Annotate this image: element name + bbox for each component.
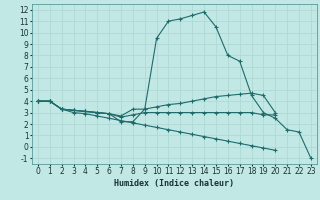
X-axis label: Humidex (Indice chaleur): Humidex (Indice chaleur) xyxy=(115,179,234,188)
